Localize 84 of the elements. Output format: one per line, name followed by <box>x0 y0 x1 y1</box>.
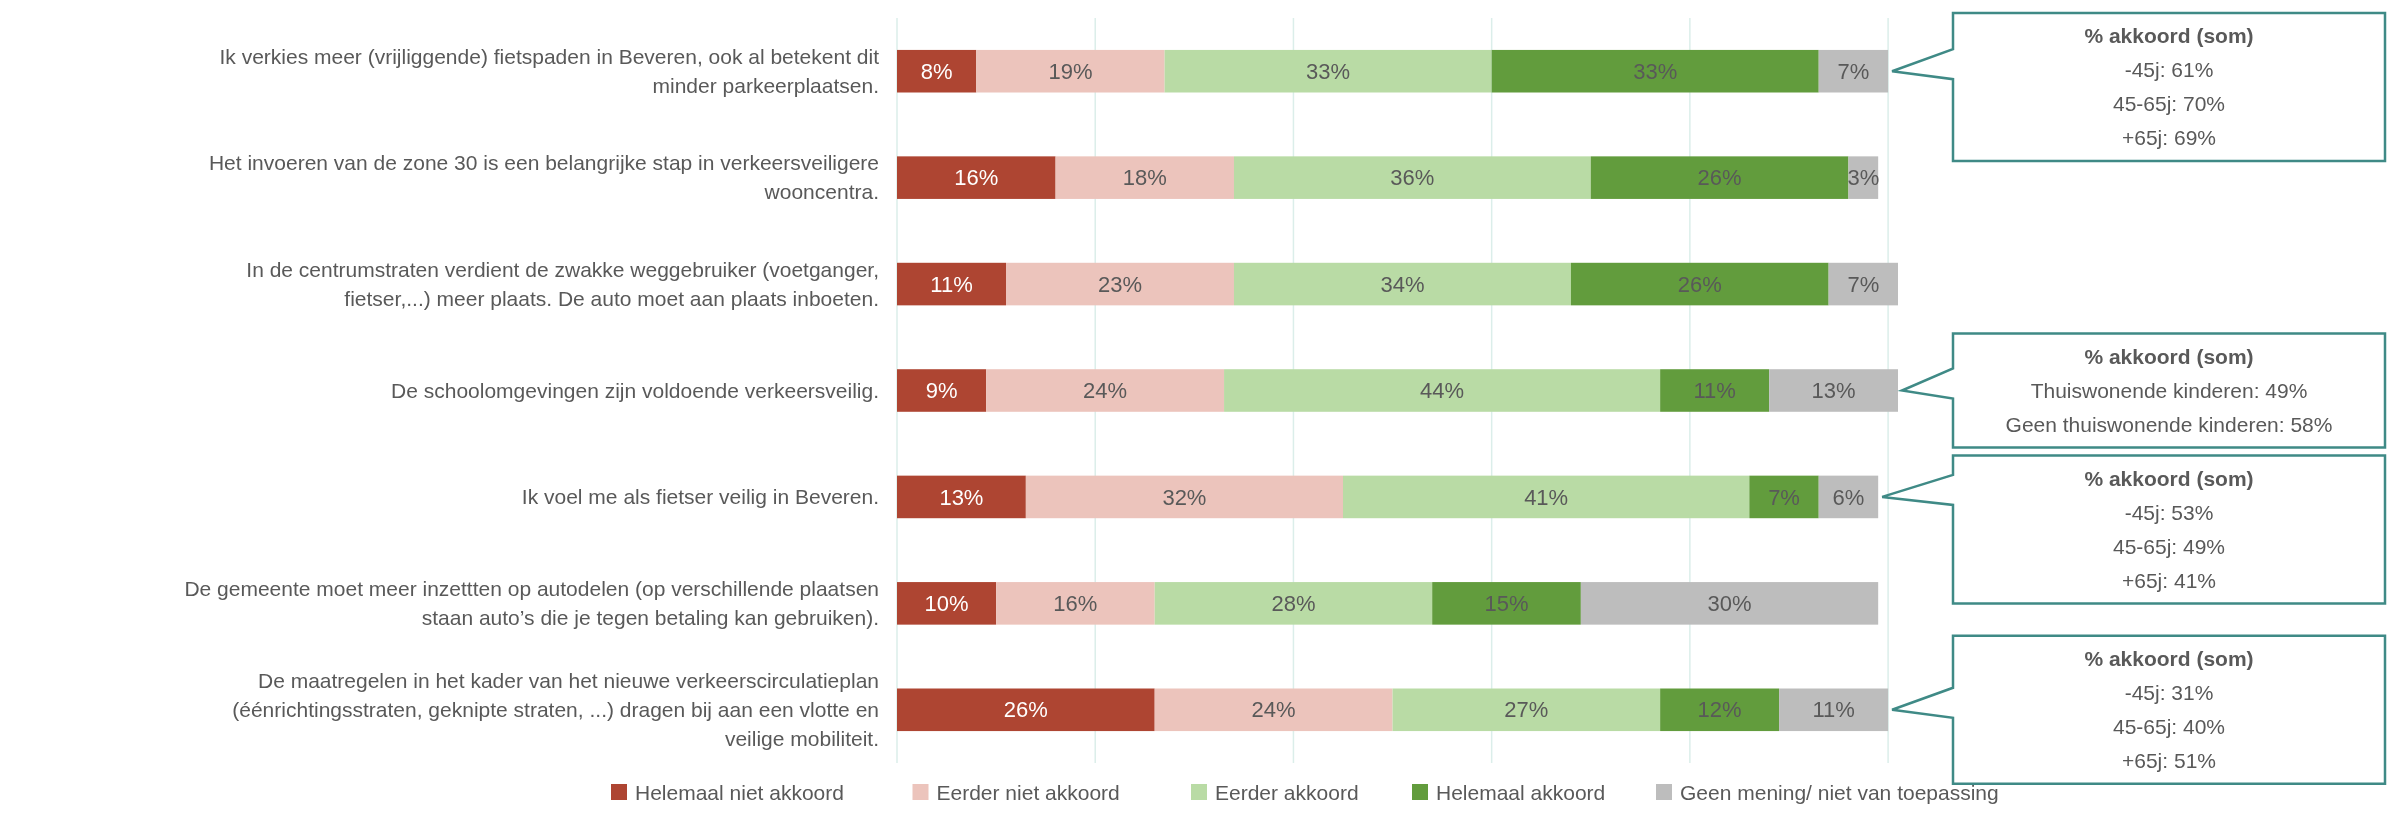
text: % akkoord (som) -45j: 61% 45-65j: 70% +65j: 69% <box>2084 24 2254 150</box>
legend-label: Helemaal akkoord <box>1436 781 1606 805</box>
bar <box>986 369 1225 412</box>
text: % akkoord (som) Thuiswonende kinderen: 49% Geen thuiswonende kinderen: 58% <box>2005 344 2333 436</box>
data-label: 9% <box>925 378 958 404</box>
bar <box>1233 156 1591 199</box>
data-label: 11% <box>1812 697 1855 723</box>
bar <box>897 688 1155 732</box>
data-label: 33% <box>1306 58 1351 84</box>
data-label: 11% <box>930 271 973 297</box>
y-tick-label: De gemeente moet meer inzettten op autodelen (op verschillende plaatsen staan auto’s die je tegen betaling kan gebruiken). <box>184 577 879 630</box>
bar <box>1828 262 1898 306</box>
y-tick-label: Ik voel me als fietser veilig in Beveren. <box>521 485 879 509</box>
data-label: 34% <box>1380 271 1425 297</box>
data-label: 18% <box>1122 165 1167 191</box>
data-label: 16% <box>954 165 999 191</box>
data-label: 23% <box>1097 271 1143 297</box>
y-tick-label: De schoolomgevingen zijn voldoende verkeersveilig. <box>391 378 879 402</box>
data-label: 44% <box>1420 378 1465 404</box>
data-label: 26% <box>1677 271 1722 297</box>
legend-label: Eerder niet akkoord <box>936 781 1120 805</box>
bar <box>1570 262 1829 306</box>
data-label: 15% <box>1484 591 1529 617</box>
bar <box>1818 49 1889 93</box>
data-label: 7% <box>1847 271 1880 297</box>
text: % akkoord (som) -45j: 53% 45-65j: 49% +65j: 41% <box>2084 466 2254 592</box>
data-label: 7% <box>1837 58 1870 84</box>
data-label: 24% <box>1251 697 1296 723</box>
y-tick-label: In de centrumstraten verdient de zwakke weggebruiker (voetganger, fietser,...) meer plaats. De auto moet aan plaats inboeten. <box>246 257 879 310</box>
legend-label: Eerder akkoord <box>1215 781 1359 805</box>
data-label: 28% <box>1271 591 1316 617</box>
data-label: 8% <box>920 58 953 84</box>
bar <box>1392 688 1661 732</box>
data-label: 13% <box>1811 378 1856 404</box>
bar <box>1154 688 1393 732</box>
data-label: 24% <box>1083 378 1128 404</box>
bar <box>897 156 1056 199</box>
text: % akkoord (som) -45j: 31% 45-65j: 40% +65j: 51% <box>2084 647 2254 773</box>
bar <box>897 262 1007 306</box>
data-label: 3% <box>1847 165 1880 191</box>
bar <box>1769 369 1898 412</box>
bar <box>1749 475 1819 519</box>
legend-label: Geen mening/ niet van toepassing <box>1680 781 1999 805</box>
bar <box>1342 475 1750 519</box>
data-label: 12% <box>1697 697 1742 723</box>
legend-label: Helemaal niet akkoord <box>635 781 844 805</box>
data-label: 26% <box>1003 697 1048 723</box>
data-label: 41% <box>1524 484 1569 510</box>
data-label: 36% <box>1390 165 1435 191</box>
data-label: 6% <box>1832 484 1865 510</box>
data-label: 32% <box>1162 484 1207 510</box>
bar <box>976 49 1165 93</box>
bar <box>897 369 987 412</box>
data-label: 16% <box>1053 591 1098 617</box>
bar <box>1660 369 1770 412</box>
bar <box>1006 262 1234 306</box>
bar <box>1055 156 1234 199</box>
bar <box>1164 49 1492 93</box>
data-label: 11% <box>1693 378 1736 404</box>
bar <box>1590 156 1849 199</box>
bar <box>1224 369 1661 412</box>
data-label: 26% <box>1697 165 1742 191</box>
bar <box>1660 688 1780 732</box>
bar <box>1233 262 1571 306</box>
bar <box>1154 582 1433 625</box>
data-label: 10% <box>924 591 969 617</box>
bar <box>897 475 1026 519</box>
y-tick-label: Ik verkies meer (vrijliggende) fietspaden in Beveren, ook al betekent dit minder parkeerplaatsen. <box>219 45 880 98</box>
data-label: 30% <box>1707 591 1752 617</box>
bar <box>996 582 1155 625</box>
bar <box>1432 582 1581 625</box>
data-label: 27% <box>1504 697 1549 723</box>
y-tick-label: De maatregelen in het kader van het nieuwe verkeerscirculatieplan (éénrichtingsstraten, geknipte straten, ...) dragen bij aan een vlotte en veilige mobiliteit. <box>232 669 879 751</box>
y-tick-label: Het invoeren van de zone 30 is een belangrijke stap in verkeersveiligere wooncentra. <box>208 151 879 204</box>
data-label: 19% <box>1048 58 1093 84</box>
bar <box>1779 688 1889 732</box>
data-label: 7% <box>1768 484 1800 510</box>
bar <box>1025 475 1343 519</box>
bar <box>897 582 997 625</box>
data-label: 13% <box>939 484 984 510</box>
bar <box>1491 49 1819 93</box>
bar <box>1580 582 1879 625</box>
bar <box>897 49 977 93</box>
data-label: 33% <box>1633 58 1678 84</box>
